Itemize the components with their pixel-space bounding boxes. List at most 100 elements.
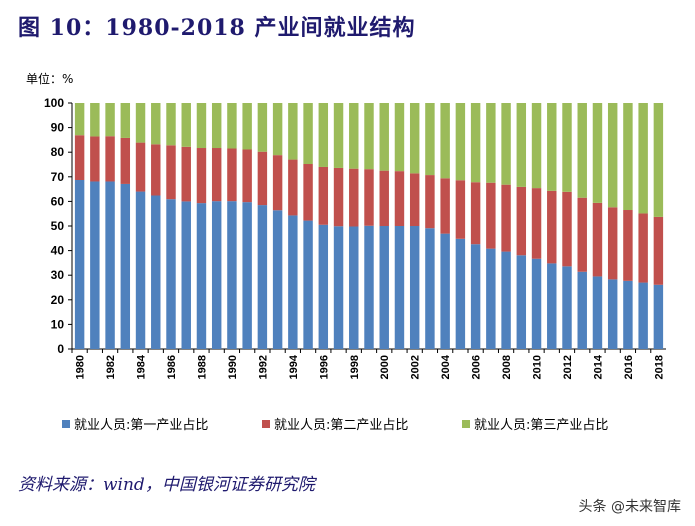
bar-segment-2002-s3 <box>409 103 420 174</box>
legend-label: 就业人员:第一产业占比 <box>74 418 208 433</box>
bar-segment-2005-s2 <box>455 180 466 239</box>
x-tick-label: 1986 <box>166 355 178 379</box>
y-tick-label: 70 <box>51 170 65 184</box>
bar-segment-2009-s2 <box>516 186 527 256</box>
legend-label: 就业人员:第三产业占比 <box>474 418 608 433</box>
x-tick-label: 2014 <box>592 354 604 379</box>
bar-segment-2003-s2 <box>425 175 435 229</box>
source-note: 资料来源：wind，中国银河证券研究院 <box>18 475 315 495</box>
bar-segment-1993-s3 <box>272 103 283 156</box>
y-tick-label: 90 <box>51 121 65 135</box>
x-tick-label: 1992 <box>257 355 269 379</box>
bar-segment-2017-s2 <box>638 213 648 283</box>
bar-segment-1990-s3 <box>227 103 237 149</box>
x-tick-label: 2010 <box>532 355 544 379</box>
bar-segment-1981-s2 <box>90 136 100 182</box>
bar-segment-1984-s3 <box>135 103 146 143</box>
bar-segment-2001-s3 <box>394 103 405 172</box>
bar-segment-2011-s1 <box>547 263 557 349</box>
bar-segment-1991-s2 <box>242 149 252 203</box>
bar-segment-2009-s1 <box>516 255 527 349</box>
bar-segment-2004-s3 <box>440 103 450 179</box>
bar-segment-2018-s3 <box>653 103 664 217</box>
x-tick-label: 2016 <box>623 355 635 379</box>
bar-segment-2015-s3 <box>607 103 618 208</box>
bar-segment-1982-s1 <box>105 181 115 349</box>
bar-segment-1986-s3 <box>166 103 176 146</box>
bar-segment-1998-s1 <box>349 226 359 349</box>
bar-segment-1982-s3 <box>105 103 115 137</box>
bar-segment-2012-s3 <box>562 103 572 192</box>
bar-segment-1987-s2 <box>181 146 191 202</box>
bar-segment-1993-s1 <box>272 210 283 349</box>
bar-segment-1995-s1 <box>303 220 313 349</box>
bar-segment-1989-s3 <box>211 103 222 149</box>
bar-segment-1994-s3 <box>288 103 298 160</box>
bar-segment-1983-s1 <box>120 183 131 349</box>
x-tick-label: 1980 <box>75 355 87 379</box>
bar-segment-1985-s2 <box>151 144 161 196</box>
bar-segment-1983-s3 <box>120 103 131 138</box>
bar-segment-2007-s2 <box>486 182 496 249</box>
x-tick-label: 2000 <box>379 355 391 379</box>
bar-segment-2015-s1 <box>607 279 618 349</box>
y-tick-label: 50 <box>51 219 65 233</box>
bar-segment-2011-s2 <box>547 190 557 264</box>
bar-segment-2012-s2 <box>562 191 572 267</box>
y-tick-label: 100 <box>44 96 64 110</box>
bar-segment-1981-s3 <box>90 103 100 137</box>
bar-segment-2012-s1 <box>562 266 572 349</box>
x-tick-label: 2012 <box>562 355 574 379</box>
bar-segment-2004-s1 <box>440 233 450 349</box>
x-tick-label: 2006 <box>471 355 483 379</box>
bar-segment-2016-s3 <box>623 103 633 211</box>
bar-segment-1988-s1 <box>196 203 207 349</box>
bar-segment-1983-s2 <box>120 137 131 184</box>
bar-segment-1996-s3 <box>318 103 329 167</box>
bar-segment-2000-s1 <box>379 226 389 349</box>
unit-label: 单位：% <box>26 72 74 86</box>
bar-segment-1990-s1 <box>227 201 237 349</box>
bar-segment-1999-s1 <box>364 225 374 349</box>
bar-segment-2008-s3 <box>501 103 511 185</box>
bar-segment-1986-s1 <box>166 199 176 349</box>
bar-segment-1998-s3 <box>349 103 359 169</box>
bar-segment-2003-s1 <box>425 228 435 349</box>
x-tick-label: 1994 <box>288 354 300 379</box>
bar-segment-2017-s3 <box>638 103 648 214</box>
bar-segment-1984-s2 <box>135 142 146 192</box>
bar-segment-2016-s1 <box>623 280 633 349</box>
bar-segment-1992-s2 <box>257 151 268 206</box>
bar-segment-1980-s3 <box>74 103 85 136</box>
bar-segment-1988-s3 <box>196 103 207 149</box>
bar-segment-2006-s1 <box>470 244 481 349</box>
bar-segment-1997-s2 <box>333 167 344 227</box>
bar-segment-1992-s1 <box>257 205 268 349</box>
stacked-bar-chart: 0 10 20 30 40 50 60 70 80 90 100 1980 1982 1984 1986 19… <box>44 96 666 433</box>
x-tick-label: 1988 <box>196 355 208 379</box>
bar-segment-2001-s2 <box>394 171 405 226</box>
bar-segment-2010-s3 <box>531 103 542 189</box>
watermark: 头条 @未来智库 <box>578 499 681 515</box>
bar-segment-2014-s2 <box>592 202 603 277</box>
bar-segment-1987-s3 <box>181 103 191 147</box>
bar-segment-2013-s3 <box>577 103 587 198</box>
bar-segment-1995-s3 <box>303 103 313 165</box>
bar-segment-2005-s3 <box>455 103 466 181</box>
bar-segment-2010-s1 <box>531 258 542 349</box>
y-tick-label: 20 <box>51 293 65 307</box>
y-tick-label: 30 <box>51 268 65 282</box>
bar-segment-2002-s1 <box>409 226 420 349</box>
x-tick-label: 1984 <box>136 354 148 379</box>
bar-segment-2006-s2 <box>470 182 481 245</box>
bar-segment-2003-s3 <box>425 103 435 176</box>
bar-segment-2008-s1 <box>501 251 511 349</box>
bar-segment-1985-s3 <box>151 103 161 145</box>
x-tick-label: 1998 <box>349 355 361 379</box>
x-tick-label: 1996 <box>318 355 330 379</box>
x-tick-label: 1990 <box>227 355 239 379</box>
legend-label: 就业人员:第二产业占比 <box>274 418 408 433</box>
chart-title: 图 10：1980-2018 产业间就业结构 <box>18 15 416 41</box>
bar-segment-1996-s2 <box>318 166 329 225</box>
bar-segment-2009-s3 <box>516 103 527 187</box>
